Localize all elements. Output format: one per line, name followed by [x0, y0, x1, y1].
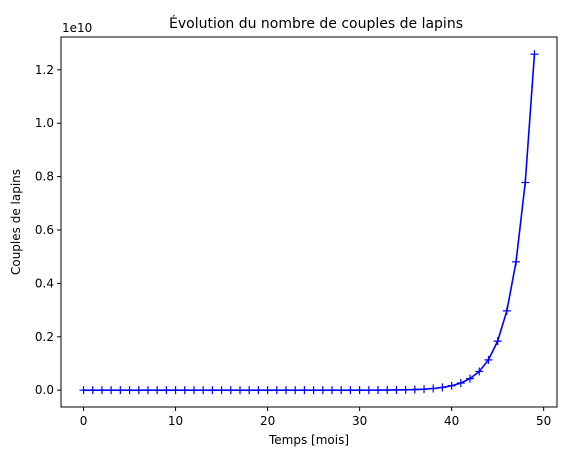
data-point: [355, 386, 364, 395]
data-point: [235, 386, 244, 395]
data-point: [328, 386, 337, 395]
x-tick-label: 0: [80, 414, 88, 428]
y-tick-label: 0.2: [35, 330, 54, 344]
chart-title: Évolution du nombre de couples de lapins: [169, 15, 463, 32]
data-point: [116, 386, 125, 395]
data-point: [420, 385, 429, 394]
data-point: [143, 386, 152, 395]
data-point: [226, 386, 235, 395]
data-point: [245, 386, 254, 395]
data-point: [429, 384, 438, 393]
data-point: [189, 386, 198, 395]
data-point: [217, 386, 226, 395]
series-line: [83, 54, 536, 391]
data-point: [456, 379, 465, 388]
data-point: [484, 355, 493, 364]
x-axis: 0 10 20 30 40 50: [80, 407, 551, 428]
data-point: [438, 383, 447, 392]
y-tick-label: 0.8: [35, 170, 54, 184]
data-point: [410, 385, 419, 394]
data-point: [79, 386, 88, 395]
data-point: [107, 386, 116, 395]
data-point: [153, 386, 162, 395]
data-point: [447, 381, 456, 390]
plot-frame: [60, 36, 558, 408]
y-tick-label: 0.0: [35, 383, 54, 397]
data-point: [512, 257, 521, 266]
x-axis-label: Temps [mois]: [268, 433, 349, 447]
data-point: [180, 386, 189, 395]
data-point: [300, 386, 309, 395]
data-point: [291, 386, 300, 395]
y-tick-label: 1.0: [35, 116, 54, 130]
data-point: [502, 306, 511, 315]
data-point: [337, 386, 346, 395]
data-point: [318, 386, 327, 395]
data-point: [125, 386, 134, 395]
y-axis: 0.0 0.2 0.4 0.6 0.8 1.0 1.2: [35, 63, 61, 397]
x-tick-label: 20: [260, 414, 275, 428]
data-point: [475, 367, 484, 376]
data-point: [346, 386, 355, 395]
series-layer: [79, 50, 539, 395]
data-point: [401, 385, 410, 394]
data-point: [88, 386, 97, 395]
data-point: [272, 386, 281, 395]
data-point: [383, 386, 392, 395]
x-tick-label: 50: [536, 414, 551, 428]
data-point: [97, 386, 106, 395]
x-tick-label: 40: [444, 414, 459, 428]
data-point: [493, 337, 502, 346]
data-point: [171, 386, 180, 395]
data-point: [521, 178, 530, 187]
x-tick-label: 10: [168, 414, 183, 428]
data-point: [208, 386, 217, 395]
x-tick-label: 30: [352, 414, 367, 428]
y-tick-label: 0.4: [35, 276, 54, 290]
data-point: [134, 386, 143, 395]
data-point: [281, 386, 290, 395]
y-tick-label: 1.2: [35, 63, 54, 77]
data-point: [530, 50, 539, 59]
data-point: [263, 386, 272, 395]
data-point: [162, 386, 171, 395]
data-point: [466, 374, 475, 383]
data-point: [364, 386, 373, 395]
data-point: [254, 386, 263, 395]
data-point: [309, 386, 318, 395]
y-tick-label: 0.6: [35, 223, 54, 237]
data-point: [374, 386, 383, 395]
y-axis-label: Couples de lapins: [9, 169, 23, 275]
data-point: [392, 385, 401, 394]
data-point: [199, 386, 208, 395]
y-offset-label: 1e10: [62, 21, 92, 35]
